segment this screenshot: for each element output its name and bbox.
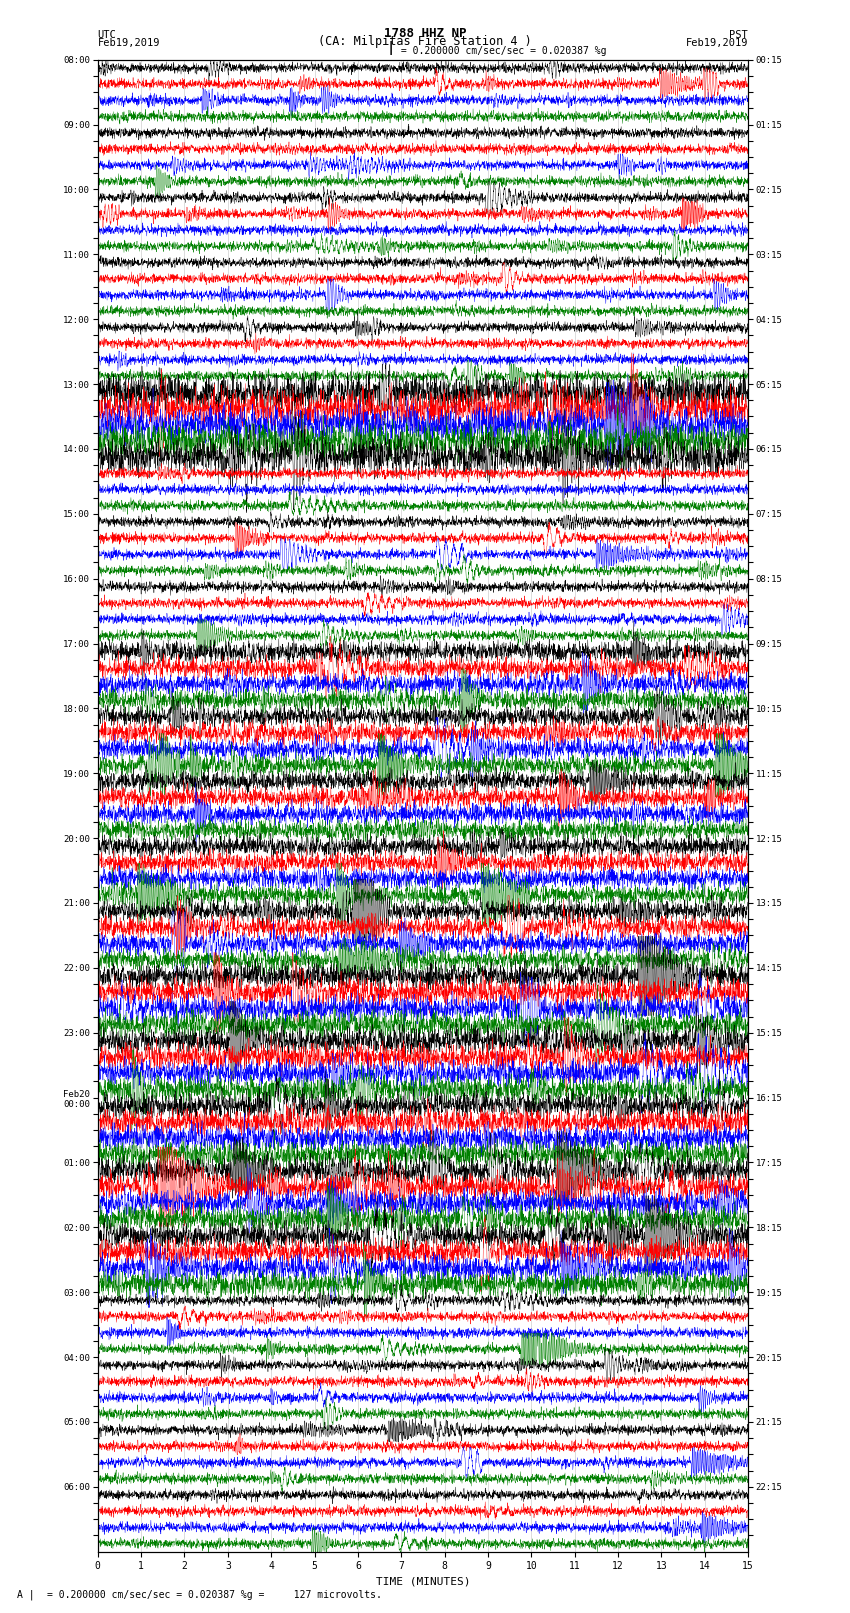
Text: 1788 HHZ NP: 1788 HHZ NP [383,26,467,39]
Text: = 0.200000 cm/sec/sec = 0.020387 %g: = 0.200000 cm/sec/sec = 0.020387 %g [395,45,607,56]
Text: PST: PST [729,29,748,39]
Text: Feb19,2019: Feb19,2019 [98,37,161,47]
Text: (CA: Milpitas Fire Station 4 ): (CA: Milpitas Fire Station 4 ) [318,34,532,47]
Text: = 0.200000 cm/sec/sec = 0.020387 %g =     127 microvolts.: = 0.200000 cm/sec/sec = 0.020387 %g = 12… [47,1590,382,1600]
Text: Feb19,2019: Feb19,2019 [685,37,748,47]
Text: A |: A | [17,1589,35,1600]
Text: UTC: UTC [98,29,116,39]
Text: |: | [387,40,395,55]
X-axis label: TIME (MINUTES): TIME (MINUTES) [376,1578,470,1587]
